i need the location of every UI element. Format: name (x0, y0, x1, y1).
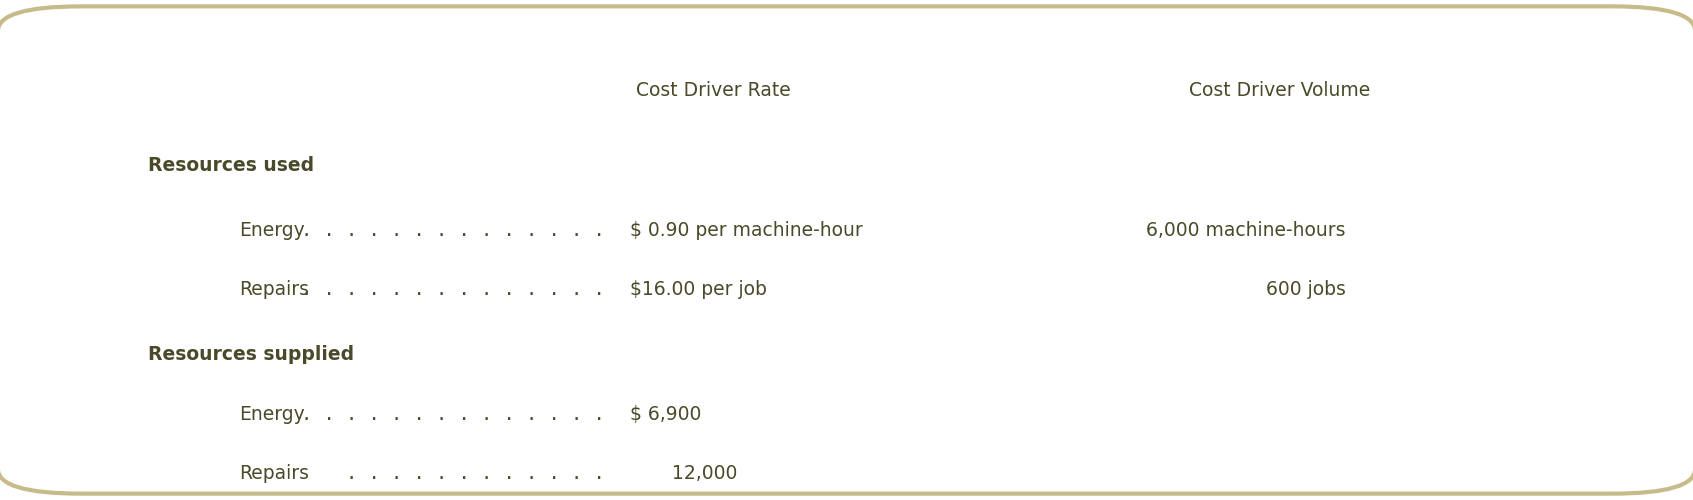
Text: Repairs: Repairs (239, 280, 310, 299)
Text: Repairs: Repairs (239, 464, 310, 483)
Text: 12,000: 12,000 (672, 464, 736, 483)
Text: $ 6,900: $ 6,900 (630, 404, 701, 423)
Text: Energy: Energy (239, 404, 305, 423)
Text: Energy: Energy (239, 220, 305, 240)
Text: 600 jobs: 600 jobs (1266, 280, 1346, 299)
Text: . . . . . . . . . . . .: . . . . . . . . . . . . (347, 464, 604, 483)
Text: $ 0.90 per machine-hour: $ 0.90 per machine-hour (630, 220, 863, 240)
Text: Resources supplied: Resources supplied (147, 345, 354, 364)
Text: Resources used: Resources used (147, 156, 313, 175)
Text: . . . . . . . . . . . . . .: . . . . . . . . . . . . . . (301, 280, 604, 299)
Text: Cost Driver Rate: Cost Driver Rate (637, 82, 791, 100)
Text: . . . . . . . . . . . . . .: . . . . . . . . . . . . . . (301, 404, 604, 423)
Text: $16.00 per job: $16.00 per job (630, 280, 767, 299)
FancyBboxPatch shape (0, 6, 1693, 494)
Text: Cost Driver Volume: Cost Driver Volume (1188, 82, 1370, 100)
Text: 6,000 machine-hours: 6,000 machine-hours (1146, 220, 1346, 240)
Text: . . . . . . . . . . . . . .: . . . . . . . . . . . . . . (301, 220, 604, 240)
